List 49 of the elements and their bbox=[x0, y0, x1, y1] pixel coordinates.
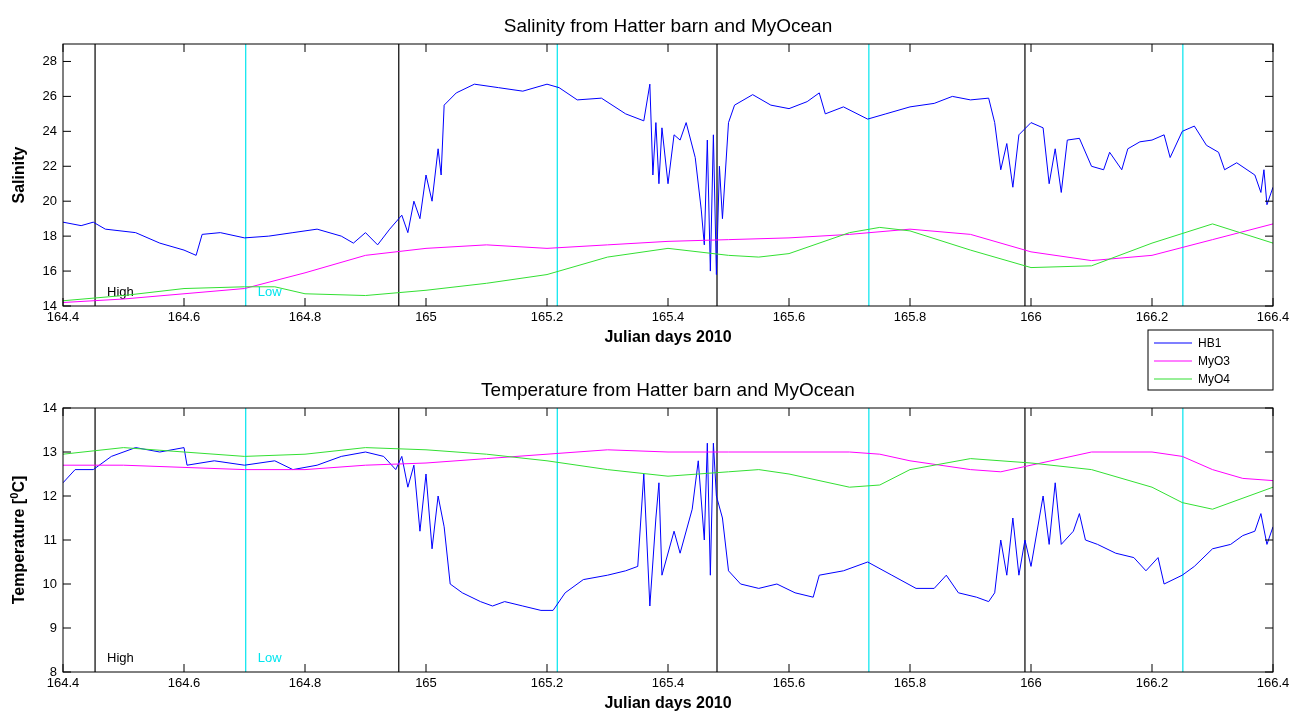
x-tick-label: 165 bbox=[415, 309, 437, 324]
y-tick-label: 14 bbox=[42, 400, 57, 415]
y-tick-label: 11 bbox=[43, 532, 57, 547]
line-series bbox=[63, 442, 1273, 611]
x-tick-label: 165.2 bbox=[530, 309, 564, 324]
legend-label: HB1 bbox=[1198, 336, 1222, 350]
line-series bbox=[63, 449, 1273, 482]
x-axis-title: Julian days 2010 bbox=[604, 328, 732, 345]
x-tick-label: 165 bbox=[415, 675, 437, 690]
y-tick-label: 28 bbox=[42, 53, 57, 69]
x-tick-label: 165.6 bbox=[772, 675, 806, 690]
y-tick-label: 18 bbox=[42, 228, 57, 244]
y-tick-label: 13 bbox=[42, 444, 57, 459]
x-tick-label: 165.4 bbox=[651, 309, 685, 324]
x-tick-label: 164.8 bbox=[288, 675, 322, 690]
y-tick-label: 20 bbox=[42, 193, 57, 209]
y-tick-label: 24 bbox=[42, 123, 57, 139]
ref-line-label: Low bbox=[257, 284, 283, 299]
ref-line-label: High bbox=[107, 284, 134, 299]
x-tick-label: 165.4 bbox=[651, 675, 685, 690]
x-tick-label: 164.6 bbox=[167, 309, 201, 324]
x-tick-label: 166.2 bbox=[1135, 675, 1169, 690]
x-tick-label: 165.6 bbox=[772, 309, 806, 324]
x-tick-label: 166.2 bbox=[1135, 309, 1169, 324]
chart-title: Salinity from Hatter barn and MyOcean bbox=[503, 15, 833, 36]
x-tick-label: 164.6 bbox=[167, 675, 201, 690]
x-axis-title: Julian days 2010 bbox=[604, 694, 732, 711]
y-axis-title: Salinity bbox=[10, 146, 27, 204]
y-tick-label: 22 bbox=[42, 158, 57, 174]
x-tick-label: 164.8 bbox=[288, 309, 322, 324]
x-tick-label: 165.8 bbox=[893, 675, 927, 690]
x-tick-label: 166.4 bbox=[1256, 675, 1290, 690]
y-tick-label: 12 bbox=[42, 488, 57, 503]
x-tick-label: 165.8 bbox=[893, 309, 927, 324]
x-tick-label: 166 bbox=[1020, 309, 1042, 324]
line-series bbox=[63, 447, 1273, 510]
legend-label: MyO3 bbox=[1198, 354, 1231, 368]
legend-label: MyO4 bbox=[1198, 372, 1231, 386]
x-tick-label: 166.4 bbox=[1256, 309, 1290, 324]
y-tick-label: 9 bbox=[49, 620, 57, 635]
chart-title: Temperature from Hatter barn and MyOcean bbox=[481, 379, 855, 400]
line-series bbox=[63, 83, 1273, 276]
y-tick-label: 16 bbox=[42, 263, 57, 279]
y-tick-label: 10 bbox=[42, 576, 57, 591]
x-tick-label: 165.2 bbox=[530, 675, 564, 690]
x-tick-label: 166 bbox=[1020, 675, 1042, 690]
y-tick-label: 26 bbox=[42, 88, 57, 104]
ref-line-label: Low bbox=[257, 650, 283, 665]
ref-line-label: High bbox=[107, 650, 134, 665]
